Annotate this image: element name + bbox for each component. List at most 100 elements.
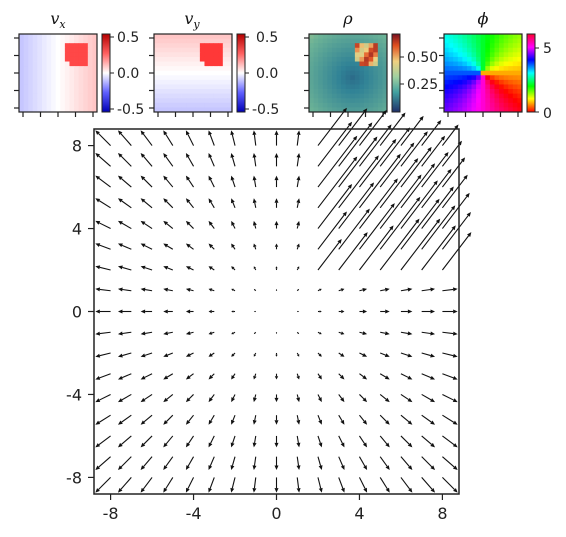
heatmap-cell xyxy=(322,38,328,44)
heatmap-cell xyxy=(318,89,324,95)
heatmap-cell xyxy=(190,75,196,81)
quiver-arrow-shaft xyxy=(121,393,132,401)
heatmap-cell xyxy=(167,102,173,108)
heatmap-cell xyxy=(377,38,383,44)
heatmap-cell xyxy=(227,75,233,81)
quiver-arrow xyxy=(296,175,301,188)
heatmap-cell xyxy=(218,70,224,76)
heatmap-cell xyxy=(453,75,459,81)
heatmap-cell xyxy=(350,66,356,72)
quiver-arrow-head xyxy=(365,208,370,214)
heatmap-cell xyxy=(499,79,505,85)
quiver-arrow-head xyxy=(417,174,422,180)
heatmap-cell xyxy=(172,84,178,90)
heatmap-cell xyxy=(499,93,505,99)
quiver-arrow xyxy=(253,352,257,357)
quiver-arrow-head xyxy=(352,135,358,141)
heatmap-cell xyxy=(485,98,491,104)
heatmap-cell xyxy=(190,56,196,62)
heatmap-cell xyxy=(83,34,89,39)
quiver-arrow-shaft xyxy=(99,266,111,271)
quiver-arrow xyxy=(230,477,236,493)
heatmap-cell xyxy=(46,75,52,81)
heatmap-cell xyxy=(377,102,383,108)
quiver-arrow-shaft xyxy=(379,477,388,490)
heatmap-cell xyxy=(172,43,178,49)
heatmap-cell xyxy=(489,107,495,113)
heatmap-cell xyxy=(41,89,47,95)
quiver-arrow xyxy=(230,152,236,167)
heatmap-cell xyxy=(28,84,34,90)
heatmap-cell xyxy=(444,56,449,62)
quiver-arrow-head xyxy=(393,178,398,184)
heatmap-cell xyxy=(19,79,24,85)
heatmap-cell xyxy=(60,52,66,58)
quiver-arrow xyxy=(421,151,449,188)
quiver-arrow-shaft xyxy=(121,435,132,445)
quiver-arrow xyxy=(400,352,413,358)
heatmap-cell xyxy=(51,89,57,95)
heatmap-cell xyxy=(499,98,505,104)
quiver-arrow xyxy=(231,352,236,357)
quiver-arrow-head xyxy=(231,310,234,313)
quiver-arrow-shaft xyxy=(210,394,215,399)
quiver-arrow xyxy=(296,243,300,250)
heatmap-cell xyxy=(83,89,89,95)
heatmap-cell xyxy=(331,79,337,85)
heatmap-cell xyxy=(28,102,34,108)
heatmap-cell xyxy=(444,34,449,39)
quiver-arrow-shaft xyxy=(379,200,419,250)
quiver-arrow-head xyxy=(163,397,169,403)
heatmap-cell xyxy=(499,75,505,81)
heatmap-cell xyxy=(51,98,57,104)
heatmap-cell xyxy=(181,56,187,62)
quiver-arrow xyxy=(95,198,111,209)
heatmap-cell xyxy=(341,47,347,53)
heatmap-cell xyxy=(499,34,505,39)
quiver-arrow xyxy=(359,414,368,425)
heatmap-cell xyxy=(176,102,182,108)
heatmap-cell xyxy=(158,38,164,44)
quiver-arrow xyxy=(296,331,300,335)
heatmap-cell xyxy=(23,93,29,99)
quiver-arrow-shaft xyxy=(187,477,195,489)
heatmap-cell xyxy=(19,98,24,104)
heatmap-cell xyxy=(55,47,61,53)
heatmap-cell xyxy=(55,34,61,39)
heatmap-cell xyxy=(83,79,89,85)
heatmap-cell xyxy=(448,84,454,90)
quiver-arrow xyxy=(275,266,278,271)
heatmap-cell xyxy=(186,38,192,44)
quiver-arrow xyxy=(208,130,215,146)
heatmap-cell xyxy=(512,66,518,72)
heatmap-cell xyxy=(19,66,24,72)
quiver-arrow-shaft xyxy=(317,159,355,209)
quiver-arrow-head xyxy=(117,220,123,225)
quiver-arrow-head xyxy=(185,331,191,336)
heatmap-cell xyxy=(331,75,337,81)
heatmap-cell xyxy=(373,52,379,58)
heatmap-cell xyxy=(512,75,518,81)
quiver-arrow xyxy=(379,394,390,403)
quiver-arrow-head xyxy=(275,333,278,335)
quiver-arrow-shaft xyxy=(187,134,195,146)
quiver-arrow-shaft xyxy=(441,143,460,167)
heatmap-cell xyxy=(218,56,224,62)
heatmap-cell xyxy=(64,98,70,104)
quiver-arrow-head xyxy=(275,288,278,290)
quiver-arrow xyxy=(338,477,345,493)
heatmap-cell xyxy=(74,70,80,76)
heatmap-cell xyxy=(517,102,523,108)
heatmap-cell xyxy=(37,43,43,49)
heatmap-cell xyxy=(517,79,523,85)
heatmap-cell xyxy=(199,43,205,49)
quiver-arrow-head xyxy=(401,112,406,118)
quiver-arrow-shaft xyxy=(211,373,215,377)
quiver-arrow-head xyxy=(274,243,279,247)
heatmap-cell xyxy=(64,79,70,85)
quiver-arrow-shaft xyxy=(121,414,132,423)
quiver-arrow-head xyxy=(208,175,213,181)
heatmap-cell xyxy=(69,75,75,81)
heatmap-cell xyxy=(512,84,518,90)
heatmap-cell xyxy=(336,52,342,58)
